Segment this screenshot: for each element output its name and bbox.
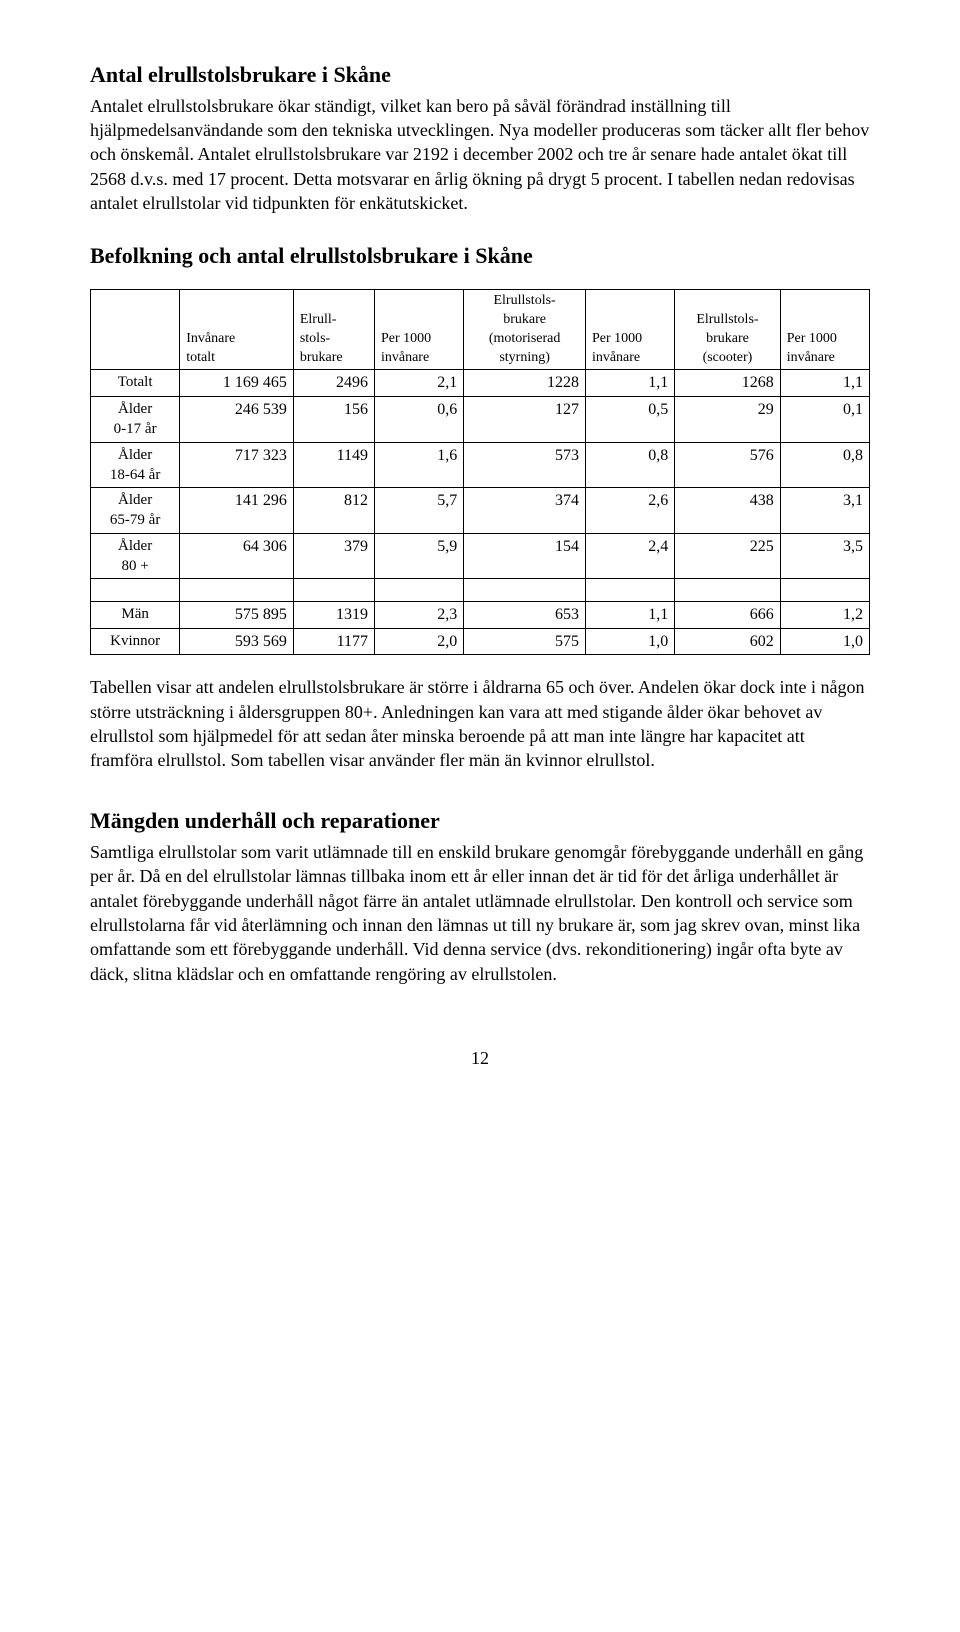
data-cell: 127: [464, 397, 586, 443]
table-row: Ålder65-79 år141 2968125,73742,64383,1: [91, 488, 870, 534]
table-row: Ålder18-64 år717 32311491,65730,85760,8: [91, 442, 870, 488]
section1-title: Antal elrullstolsbrukare i Skåne: [90, 60, 870, 90]
data-cell: 717 323: [180, 442, 294, 488]
data-cell: 1,6: [374, 442, 463, 488]
data-cell: 0,6: [374, 397, 463, 443]
row-label: Ålder0-17 år: [91, 397, 180, 443]
blank-cell: [675, 579, 780, 602]
data-cell: 653: [464, 602, 586, 629]
data-cell: 1149: [293, 442, 374, 488]
data-cell: 593 569: [180, 628, 294, 655]
data-cell: 438: [675, 488, 780, 534]
blank-cell: [780, 579, 869, 602]
data-cell: 1268: [675, 370, 780, 397]
section1-paragraph: Antalet elrullstolsbrukare ökar ständigt…: [90, 94, 870, 215]
blank-cell: [293, 579, 374, 602]
data-cell: 374: [464, 488, 586, 534]
data-cell: 64 306: [180, 533, 294, 579]
col-head-4: Elrullstols-brukare(motoriseradstyrning): [464, 289, 586, 370]
data-cell: 379: [293, 533, 374, 579]
col-head-0: [91, 289, 180, 370]
section2-title: Mängden underhåll och reparationer: [90, 806, 870, 836]
data-cell: 156: [293, 397, 374, 443]
section2-paragraph: Samtliga elrullstolar som varit utlämnad…: [90, 840, 870, 986]
row-label: Totalt: [91, 370, 180, 397]
data-cell: 1,0: [780, 628, 869, 655]
data-cell: 154: [464, 533, 586, 579]
data-cell: 141 296: [180, 488, 294, 534]
data-cell: 3,1: [780, 488, 869, 534]
data-table: Invånaretotalt Elrull-stols-brukare Per …: [90, 289, 870, 655]
data-cell: 575: [464, 628, 586, 655]
blank-cell: [91, 579, 180, 602]
table-row: Totalt1 169 46524962,112281,112681,1: [91, 370, 870, 397]
data-cell: 576: [675, 442, 780, 488]
data-cell: 1177: [293, 628, 374, 655]
table-body: Totalt1 169 46524962,112281,112681,1Ålde…: [91, 370, 870, 655]
data-cell: 0,5: [585, 397, 674, 443]
col-head-5: Per 1000invånare: [585, 289, 674, 370]
data-cell: 2,0: [374, 628, 463, 655]
row-label: Ålder80 +: [91, 533, 180, 579]
blank-cell: [180, 579, 294, 602]
data-cell: 1228: [464, 370, 586, 397]
data-cell: 1,2: [780, 602, 869, 629]
row-label: Ålder18-64 år: [91, 442, 180, 488]
data-cell: 2,3: [374, 602, 463, 629]
table-after-paragraph: Tabellen visar att andelen elrullstolsbr…: [90, 675, 870, 772]
blank-cell: [464, 579, 586, 602]
data-cell: 0,1: [780, 397, 869, 443]
page-number: 12: [90, 1046, 870, 1070]
data-cell: 225: [675, 533, 780, 579]
data-cell: 2496: [293, 370, 374, 397]
col-head-2: Elrull-stols-brukare: [293, 289, 374, 370]
data-cell: 1 169 465: [180, 370, 294, 397]
table-title: Befolkning och antal elrullstolsbrukare …: [90, 241, 870, 271]
table-row: Män575 89513192,36531,16661,2: [91, 602, 870, 629]
table-row: Ålder80 +64 3063795,91542,42253,5: [91, 533, 870, 579]
data-cell: 2,6: [585, 488, 674, 534]
data-cell: 666: [675, 602, 780, 629]
data-cell: 5,7: [374, 488, 463, 534]
data-cell: 575 895: [180, 602, 294, 629]
data-cell: 2,1: [374, 370, 463, 397]
data-cell: 1,0: [585, 628, 674, 655]
table-row: Ålder0-17 år246 5391560,61270,5290,1: [91, 397, 870, 443]
data-cell: 246 539: [180, 397, 294, 443]
data-cell: 29: [675, 397, 780, 443]
row-label: Män: [91, 602, 180, 629]
col-head-1: Invånaretotalt: [180, 289, 294, 370]
data-cell: 1319: [293, 602, 374, 629]
table-header-row: Invånaretotalt Elrull-stols-brukare Per …: [91, 289, 870, 370]
row-label: Kvinnor: [91, 628, 180, 655]
data-cell: 573: [464, 442, 586, 488]
data-cell: 1,1: [585, 370, 674, 397]
col-head-3: Per 1000invånare: [374, 289, 463, 370]
data-cell: 2,4: [585, 533, 674, 579]
row-label: Ålder65-79 år: [91, 488, 180, 534]
data-cell: 1,1: [585, 602, 674, 629]
data-cell: 1,1: [780, 370, 869, 397]
data-cell: 0,8: [585, 442, 674, 488]
data-cell: 5,9: [374, 533, 463, 579]
table-row: Kvinnor593 56911772,05751,06021,0: [91, 628, 870, 655]
table-row: [91, 579, 870, 602]
col-head-7: Per 1000invånare: [780, 289, 869, 370]
data-cell: 812: [293, 488, 374, 534]
data-cell: 602: [675, 628, 780, 655]
col-head-6: Elrullstols-brukare(scooter): [675, 289, 780, 370]
data-cell: 3,5: [780, 533, 869, 579]
blank-cell: [585, 579, 674, 602]
data-cell: 0,8: [780, 442, 869, 488]
blank-cell: [374, 579, 463, 602]
